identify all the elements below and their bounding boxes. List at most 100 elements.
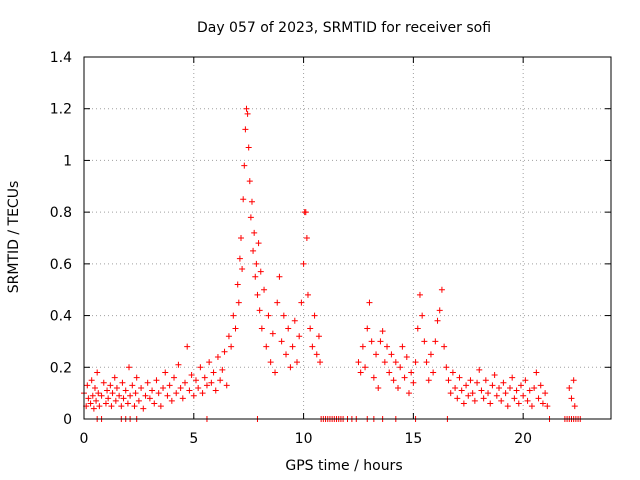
data-point xyxy=(87,400,94,407)
data-point xyxy=(239,266,246,273)
data-point xyxy=(192,377,199,384)
data-point xyxy=(155,390,162,397)
data-point xyxy=(252,273,259,280)
y-axis-label: SRMTID / TECUs xyxy=(6,181,22,294)
data-point xyxy=(300,260,307,267)
data-point xyxy=(296,333,303,340)
data-point xyxy=(235,299,242,306)
data-point xyxy=(522,377,529,384)
data-point xyxy=(478,387,485,394)
data-point xyxy=(408,369,415,376)
data-point xyxy=(517,382,524,389)
data-point xyxy=(368,338,375,345)
data-point xyxy=(88,377,95,384)
data-point xyxy=(427,351,434,358)
data-point xyxy=(269,330,276,337)
data-point xyxy=(251,229,258,236)
data-point xyxy=(280,312,287,319)
grid-lines xyxy=(84,57,611,419)
data-point xyxy=(85,395,92,402)
data-point xyxy=(390,377,397,384)
data-point xyxy=(449,369,456,376)
data-point xyxy=(258,325,265,332)
data-point xyxy=(566,384,573,391)
data-point xyxy=(399,343,406,350)
data-point xyxy=(108,403,115,410)
data-point xyxy=(373,351,380,358)
x-tick-label: 20 xyxy=(514,431,532,447)
data-point xyxy=(397,364,404,371)
data-point xyxy=(513,387,520,394)
data-point xyxy=(197,364,204,371)
data-point xyxy=(261,286,268,293)
data-point xyxy=(242,126,249,133)
data-point xyxy=(377,338,384,345)
data-point xyxy=(135,397,142,404)
data-point xyxy=(212,387,219,394)
data-point xyxy=(432,338,439,345)
y-tick-label: 1.4 xyxy=(50,50,72,66)
data-point xyxy=(149,387,156,394)
data-point xyxy=(162,369,169,376)
data-point xyxy=(493,392,500,399)
data-point xyxy=(89,392,96,399)
data-point xyxy=(366,299,373,306)
data-point xyxy=(120,395,127,402)
data-point xyxy=(520,392,527,399)
data-point xyxy=(456,374,463,381)
data-point xyxy=(142,392,149,399)
data-point xyxy=(544,403,551,410)
y-tick-label: 1 xyxy=(63,153,72,169)
data-point xyxy=(195,384,202,391)
data-point xyxy=(131,403,138,410)
data-point xyxy=(395,384,402,391)
data-point xyxy=(157,403,164,410)
data-point xyxy=(447,390,454,397)
data-point xyxy=(425,377,432,384)
data-point xyxy=(267,359,274,366)
data-point xyxy=(221,348,228,355)
data-point xyxy=(246,178,253,185)
data-point xyxy=(452,384,459,391)
data-point xyxy=(240,196,247,203)
data-point xyxy=(84,382,91,389)
data-point xyxy=(458,387,465,394)
data-point xyxy=(236,255,243,262)
data-point xyxy=(303,235,310,241)
data-point xyxy=(179,395,186,402)
data-point xyxy=(414,325,421,332)
data-point xyxy=(234,281,241,288)
data-point xyxy=(405,390,412,397)
y-tick-label: 0 xyxy=(63,412,72,428)
data-point xyxy=(355,359,362,366)
data-point xyxy=(419,312,426,319)
data-point xyxy=(244,110,251,117)
data-point xyxy=(445,377,452,384)
data-point xyxy=(570,377,577,384)
data-point xyxy=(199,390,206,397)
data-point xyxy=(127,392,134,399)
data-point xyxy=(168,397,175,404)
data-point xyxy=(528,403,535,410)
data-point xyxy=(485,390,492,397)
data-point xyxy=(524,397,531,404)
data-point xyxy=(474,379,481,386)
data-point xyxy=(188,372,195,379)
data-point xyxy=(482,377,489,384)
data-point xyxy=(140,405,147,412)
y-tick-label: 0.2 xyxy=(50,360,72,376)
data-point xyxy=(533,369,540,376)
data-point xyxy=(384,343,391,350)
data-point xyxy=(434,317,441,324)
data-point xyxy=(571,403,578,410)
data-point xyxy=(138,384,145,391)
data-point xyxy=(403,353,410,360)
data-point xyxy=(298,299,305,306)
data-point xyxy=(423,359,430,366)
data-point xyxy=(416,291,423,298)
data-point xyxy=(302,209,309,216)
data-point xyxy=(177,384,184,391)
data-point xyxy=(132,390,139,397)
data-point xyxy=(441,343,448,350)
